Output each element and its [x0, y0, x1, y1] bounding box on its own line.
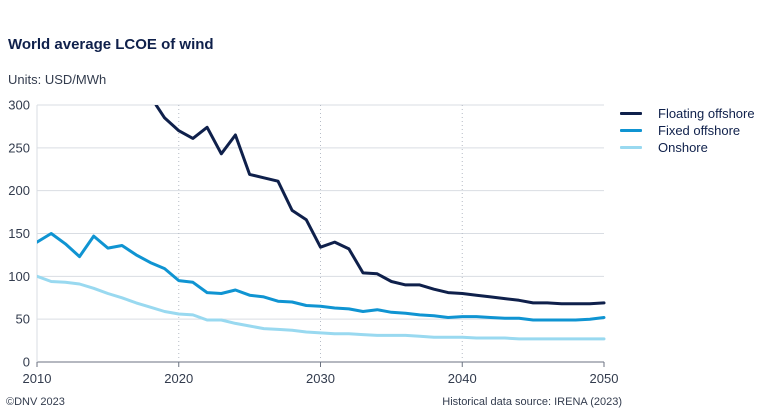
legend-item: Onshore [620, 139, 755, 156]
legend-item: Floating offshore [620, 105, 755, 122]
axes: 0 50 100 150 200 250 300 2010 2020 2030 2040 2050 [8, 98, 618, 387]
x-tick-label: 2030 [306, 371, 335, 386]
y-tick-label: 0 [23, 355, 30, 370]
x-tick-label: 2050 [590, 371, 619, 386]
legend-item: Fixed offshore [620, 122, 755, 139]
y-tick-label: 50 [16, 312, 30, 327]
legend-label: Floating offshore [658, 106, 755, 121]
y-tick-label: 200 [8, 183, 30, 198]
y-tick-label: 100 [8, 269, 30, 284]
series-line-floating-offshore [154, 105, 606, 306]
chart-title: World average LCOE of wind [8, 36, 214, 53]
x-tick-label: 2020 [164, 371, 193, 386]
legend-label: Onshore [658, 140, 708, 155]
data-source-note: Historical data source: IRENA (2023) [442, 396, 622, 408]
x-tick-label: 2010 [23, 371, 52, 386]
legend-label: Fixed offshore [658, 123, 741, 138]
y-tick-label: 250 [8, 140, 30, 155]
copyright-note: ©DNV 2023 [6, 396, 65, 408]
legend-swatch [620, 112, 642, 115]
units-label: Units: USD/MWh [8, 72, 107, 87]
grid [37, 104, 604, 363]
x-tick-label: 2040 [448, 371, 477, 386]
y-tick-label: 300 [8, 98, 30, 113]
legend: Floating offshore Fixed offshore Onshore [620, 105, 755, 156]
series-line-onshore [37, 274, 606, 341]
y-tick-label: 150 [8, 226, 30, 241]
series-lines [37, 105, 606, 341]
series-line-fixed-offshore [37, 232, 606, 322]
legend-swatch [620, 146, 642, 149]
legend-swatch [620, 129, 642, 132]
